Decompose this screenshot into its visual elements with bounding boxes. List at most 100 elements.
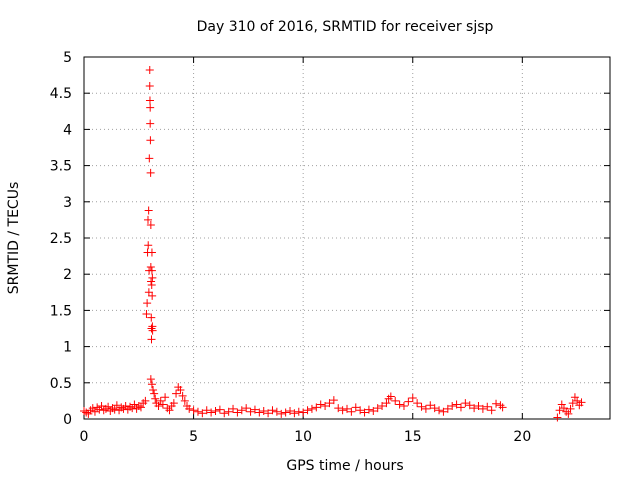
data-point <box>146 220 155 229</box>
data-point <box>207 408 216 417</box>
x-tick-label: 0 <box>80 429 89 445</box>
y-tick-label: 2 <box>63 267 72 283</box>
data-point <box>104 402 113 411</box>
y-tick-label: 2.5 <box>50 231 72 247</box>
data-point <box>568 399 577 408</box>
data-point <box>237 406 246 415</box>
data-point <box>193 407 202 416</box>
data-point <box>224 407 233 416</box>
data-point <box>220 409 229 418</box>
data-point <box>404 397 413 406</box>
data-point <box>146 375 155 384</box>
y-tick-label: 4.5 <box>50 86 72 102</box>
data-point <box>144 241 153 250</box>
x-axis-label: GPS time / hours <box>286 458 403 474</box>
data-point <box>143 215 152 224</box>
data-point <box>329 396 338 405</box>
x-tick-label: 5 <box>189 429 198 445</box>
data-point <box>189 406 198 415</box>
data-point <box>97 401 106 410</box>
data-point <box>151 394 160 403</box>
data-point <box>421 404 430 413</box>
grid-lines <box>84 57 610 419</box>
data-point <box>312 403 321 412</box>
data-point <box>147 281 156 290</box>
data-point <box>146 119 155 128</box>
data-point <box>144 206 153 215</box>
data-point <box>303 406 312 415</box>
data-point <box>286 407 295 416</box>
data-point <box>277 409 286 418</box>
y-tick-label: 0 <box>63 412 72 428</box>
data-point <box>146 168 155 177</box>
data-point <box>448 401 457 410</box>
data-point <box>145 81 154 90</box>
data-point <box>145 66 154 75</box>
data-point <box>566 404 575 413</box>
data-point <box>172 389 181 398</box>
y-tick-label: 1.5 <box>50 303 72 319</box>
data-point <box>373 404 382 413</box>
data-point <box>95 405 104 414</box>
y-tick-label: 1 <box>63 340 72 356</box>
data-point <box>130 400 139 409</box>
data-point <box>145 96 154 105</box>
data-point <box>150 389 159 398</box>
data-point <box>360 408 369 417</box>
data-point <box>391 396 400 405</box>
data-point <box>163 404 172 413</box>
data-point <box>146 262 155 271</box>
data-point <box>294 407 303 416</box>
data-point <box>246 407 255 416</box>
data-point <box>176 386 185 395</box>
data-point <box>156 396 165 405</box>
data-point <box>146 136 155 145</box>
data-point <box>268 406 277 415</box>
data-point <box>148 326 157 335</box>
data-point <box>112 401 121 410</box>
data-point <box>483 402 492 411</box>
data-point <box>161 393 170 402</box>
y-axis-label: SRMTID / TECUs <box>6 182 22 295</box>
data-point <box>496 401 505 410</box>
data-point <box>378 401 387 410</box>
y-tick-label: 0.5 <box>50 376 72 392</box>
data-point <box>461 399 470 408</box>
data-point <box>570 393 579 402</box>
data-point <box>264 409 273 418</box>
data-point <box>452 400 461 409</box>
data-point <box>147 248 156 257</box>
data-point <box>281 408 290 417</box>
data-point <box>564 409 573 418</box>
data-point <box>169 399 178 408</box>
data-point <box>413 399 422 408</box>
data-point <box>165 406 174 415</box>
data-point <box>88 404 97 413</box>
data-point <box>435 406 444 415</box>
data-point <box>465 401 474 410</box>
data-point <box>555 406 564 415</box>
y-tick-label: 3 <box>63 195 72 211</box>
data-point <box>272 407 281 416</box>
data-point <box>386 392 395 401</box>
data-point <box>185 404 194 413</box>
data-point <box>259 407 268 416</box>
data-point <box>198 409 207 418</box>
chart-title: Day 310 of 2016, SRMTID for receiver sjs… <box>197 19 494 35</box>
plot-frame <box>83 56 611 420</box>
data-point <box>242 404 251 413</box>
data-point <box>128 404 137 413</box>
data-point <box>334 404 343 413</box>
data-point <box>430 404 439 413</box>
data-point <box>439 407 448 416</box>
data-point <box>142 310 151 319</box>
x-tick-label: 10 <box>294 429 312 445</box>
data-point <box>299 408 308 417</box>
y-tick-label: 3.5 <box>50 159 72 175</box>
data-point <box>149 386 158 395</box>
data-point <box>144 288 153 297</box>
x-tick-label: 15 <box>404 429 422 445</box>
data-point <box>395 400 404 409</box>
data-point <box>478 404 487 413</box>
data-point <box>110 405 119 414</box>
